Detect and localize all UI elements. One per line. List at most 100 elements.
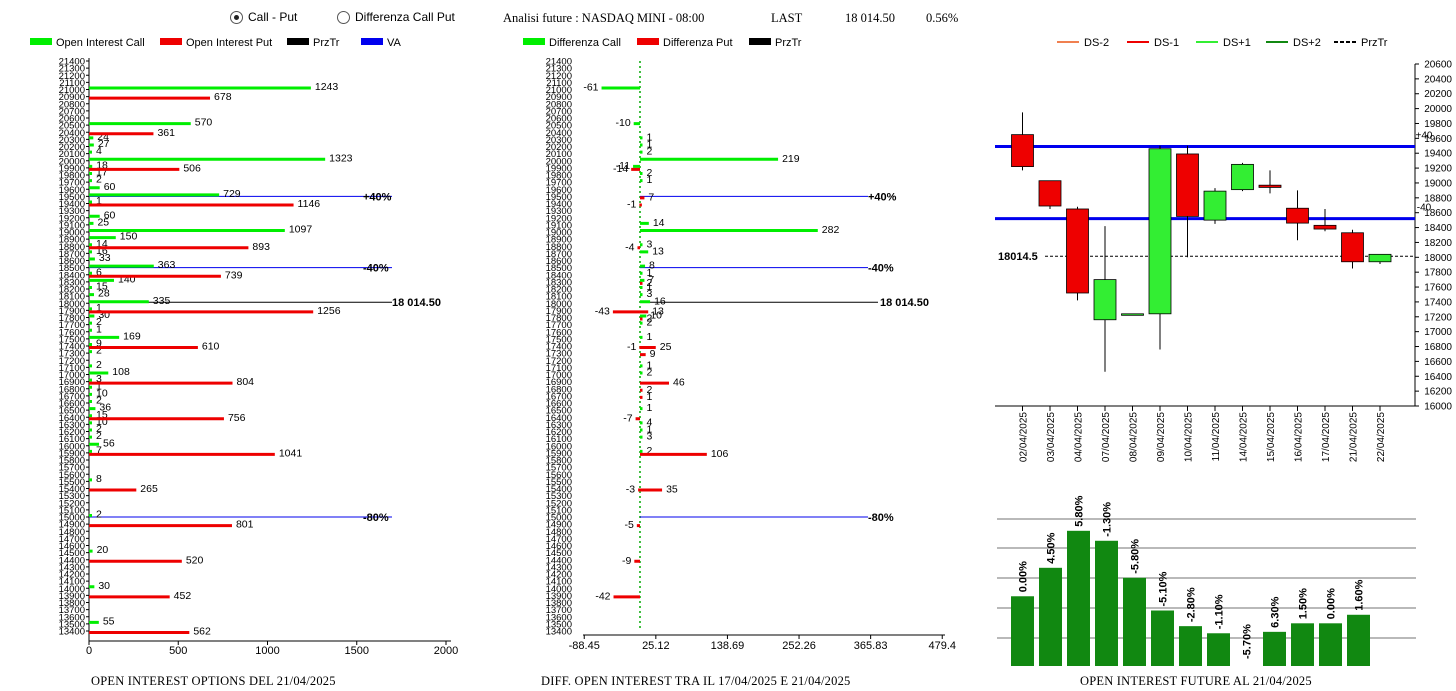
radio-call-put-label: Call - Put	[248, 10, 298, 24]
y-tick-label: 20000	[59, 156, 85, 167]
y-tick-label: 15500	[546, 477, 572, 488]
bar-label: 1	[96, 323, 102, 335]
y-tick-label: 20400	[546, 128, 572, 139]
y-tick-label: 17000	[546, 370, 572, 381]
y-tick-label: 15300	[59, 491, 85, 502]
y-tick-label: 16200	[546, 427, 572, 438]
bar-label: 20	[97, 544, 109, 556]
y-tick-label: 14300	[546, 562, 572, 573]
bar-label: 36	[99, 402, 111, 414]
y-tick-label: 17300	[546, 349, 572, 360]
legend-label: PrzTr	[313, 37, 340, 49]
bar-diff-put	[640, 353, 646, 357]
candle-body	[1341, 232, 1364, 263]
bar-call	[89, 514, 92, 517]
legend-label: Open Interest Call	[56, 37, 145, 49]
y-tick-label: 17000	[1424, 327, 1452, 338]
y-tick-label: 15500	[59, 477, 85, 488]
footer-middle: DIFF. OPEN INTEREST TRA IL 17/04/2025 E …	[541, 674, 851, 688]
bar-diff-call	[640, 371, 643, 375]
y-tick-label: 20300	[546, 135, 572, 146]
y-tick-label: 19200	[546, 213, 572, 224]
y-tick-label: 21300	[59, 64, 85, 75]
y-tick-label: 18000	[1424, 253, 1452, 264]
y-tick-label: 17800	[59, 313, 85, 324]
legend-label: PrzTr	[1361, 37, 1388, 49]
bar-label: 2	[96, 423, 102, 435]
bar-call	[89, 86, 311, 90]
bar-label: 562	[193, 626, 211, 638]
y-tick-label: 19000	[1424, 178, 1452, 189]
bar-put	[89, 559, 182, 563]
bar-label: 25	[97, 216, 109, 228]
y-tick-label: 19700	[59, 178, 85, 189]
bar-call	[89, 122, 191, 126]
x-tick-label: 365.83	[854, 640, 888, 652]
oi-bar-label: -1.30%	[1102, 502, 1114, 537]
radio-differenza[interactable]: Differenza Call Put	[337, 10, 455, 27]
x-tick-label: 1000	[255, 645, 279, 657]
bar-label: 13	[652, 305, 664, 317]
y-tick-label: 16500	[546, 406, 572, 417]
y-tick-label: 17200	[1424, 312, 1452, 323]
level-label: -40%	[868, 263, 894, 275]
y-tick-label: 16400	[546, 413, 572, 424]
bar-diff-call	[640, 314, 647, 318]
bar-label: 9	[650, 348, 656, 360]
y-tick-label: 20500	[546, 121, 572, 132]
bar-label: 16	[654, 295, 666, 307]
bar-diff-put	[640, 395, 643, 399]
bar-label: 2	[96, 509, 102, 521]
bar-call	[89, 193, 220, 197]
y-tick-label: 16000	[59, 441, 85, 452]
y-tick-label: 13700	[59, 605, 85, 616]
x-tick-label: 02/04/2025	[1019, 412, 1030, 462]
bar-label: 801	[236, 519, 254, 531]
bar-diff-put	[638, 488, 641, 492]
y-tick-label: 18300	[59, 277, 85, 288]
y-tick-label: 20100	[59, 149, 85, 160]
bar-label: -9	[622, 555, 631, 567]
x-tick-label: 15/04/2025	[1266, 412, 1277, 462]
bar-call	[89, 350, 92, 354]
bar-label: 282	[822, 224, 840, 236]
level-label: -40	[1417, 203, 1432, 214]
bar-put	[89, 631, 190, 634]
y-tick-label: 19300	[546, 206, 572, 217]
y-tick-label: 21000	[59, 85, 85, 96]
y-tick-label: 18700	[546, 249, 572, 260]
bar-label: 1256	[317, 305, 341, 317]
bar-diff-call	[640, 172, 643, 175]
y-tick-label: 17900	[59, 306, 85, 317]
y-tick-label: 17200	[546, 356, 572, 367]
bar-label: 150	[120, 231, 138, 243]
legend-label: VA	[387, 37, 402, 49]
bar-label: 2	[96, 430, 102, 442]
bar-diff-call	[640, 293, 643, 297]
legend-label: DS+1	[1223, 37, 1251, 49]
y-tick-label: 15600	[546, 470, 572, 481]
bar-label: -11	[616, 160, 631, 172]
bar-label: 6	[96, 266, 102, 278]
y-tick-label: 14900	[59, 520, 85, 531]
oi-bar-label: -5.10%	[1158, 571, 1170, 606]
y-tick-label: 20800	[59, 99, 85, 110]
bar-label: 2	[647, 367, 653, 379]
y-tick-label: 14200	[59, 570, 85, 581]
y-tick-label: 16900	[59, 377, 85, 388]
radio-call-put[interactable]: Call - Put	[230, 10, 297, 27]
bar-label: -5	[625, 519, 634, 531]
y-tick-label: 16800	[546, 384, 572, 395]
y-tick-label: 16400	[59, 413, 85, 424]
bar-put	[89, 488, 137, 492]
bar-label: 678	[214, 91, 232, 103]
bar-call	[89, 300, 149, 304]
bar-label: 1	[96, 302, 102, 314]
bar-label: -7	[623, 412, 632, 424]
legend-swatch	[523, 38, 545, 45]
y-tick-label: 16300	[546, 420, 572, 431]
bar-label: 2	[96, 395, 102, 407]
y-tick-label: 16300	[59, 420, 85, 431]
y-tick-label: 16100	[546, 434, 572, 445]
